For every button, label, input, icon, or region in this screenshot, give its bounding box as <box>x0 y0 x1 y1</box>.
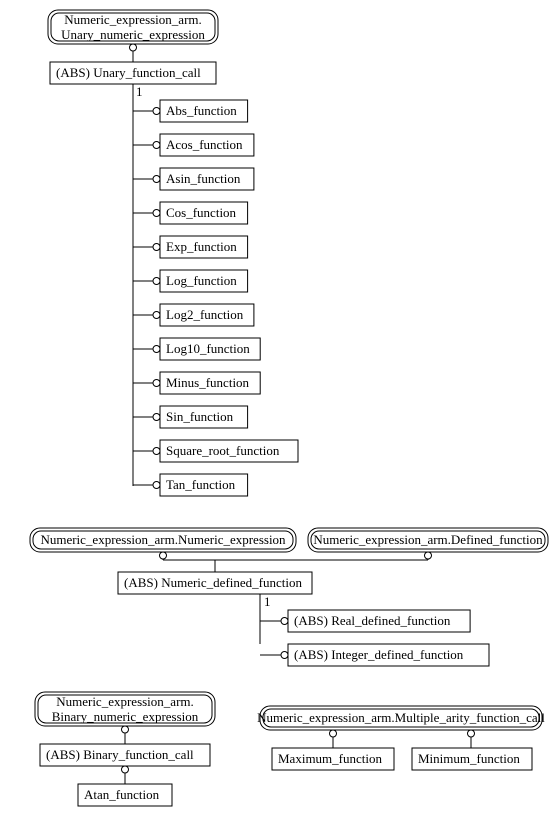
unary-leaf-label: Log10_function <box>166 341 250 356</box>
edge-label-ndef: 1 <box>264 594 271 609</box>
unary-leaf-label: Acos_function <box>166 137 243 152</box>
tree-marity: Numeric_expression_arm.Multiple_arity_fu… <box>257 706 545 770</box>
unary-main: (ABS) Unary_function_call <box>56 65 201 80</box>
unary-leaf-label: Log_function <box>166 273 237 288</box>
bin-root1: Numeric_expression_arm. <box>56 694 194 709</box>
ndef-right-root: Numeric_expression_arm.Defined_function <box>313 532 543 547</box>
unary-leaf-label: Sin_function <box>166 409 234 424</box>
root-line2: Unary_numeric_expression <box>61 27 205 42</box>
diagram-canvas: Numeric_expression_arm. Unary_numeric_ex… <box>0 0 557 831</box>
unary-leaf-label: Tan_function <box>166 477 236 492</box>
tree-binary: Numeric_expression_arm. Binary_numeric_e… <box>35 692 215 806</box>
ndef-leaf-label: (ABS) Real_defined_function <box>294 613 451 628</box>
root-line1: Numeric_expression_arm. <box>64 12 202 27</box>
bin-root2: Binary_numeric_expression <box>52 709 199 724</box>
bin-main: (ABS) Binary_function_call <box>46 747 194 762</box>
marity-leaf-max: Maximum_function <box>278 751 382 766</box>
tree-unary: Numeric_expression_arm. Unary_numeric_ex… <box>48 10 298 496</box>
ndef-leaf-label: (ABS) Integer_defined_function <box>294 647 464 662</box>
unary-leaf-label: Cos_function <box>166 205 237 220</box>
unary-leaf-label: Exp_function <box>166 239 237 254</box>
marity-root: Numeric_expression_arm.Multiple_arity_fu… <box>257 710 545 725</box>
unary-leaf-label: Square_root_function <box>166 443 280 458</box>
unary-leaf-label: Asin_function <box>166 171 241 186</box>
unary-leaf-label: Minus_function <box>166 375 250 390</box>
unary-leaf-label: Log2_function <box>166 307 244 322</box>
ndef-left-root: Numeric_expression_arm.Numeric_expressio… <box>40 532 286 547</box>
ndef-main: (ABS) Numeric_defined_function <box>124 575 302 590</box>
marity-leaf-min: Minimum_function <box>418 751 520 766</box>
bin-leaf: Atan_function <box>84 787 160 802</box>
unary-leaf-label: Abs_function <box>166 103 237 118</box>
edge-label-1: 1 <box>136 84 143 99</box>
tree-numeric-defined: Numeric_expression_arm.Numeric_expressio… <box>30 528 548 666</box>
